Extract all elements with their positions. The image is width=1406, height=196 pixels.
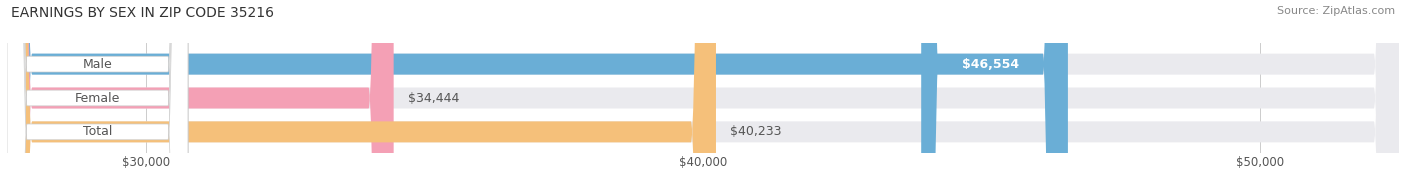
- Text: $46,554: $46,554: [962, 58, 1019, 71]
- Text: Male: Male: [83, 58, 112, 71]
- FancyBboxPatch shape: [7, 0, 188, 196]
- FancyBboxPatch shape: [7, 0, 1069, 196]
- FancyBboxPatch shape: [7, 0, 394, 196]
- FancyBboxPatch shape: [7, 0, 1399, 196]
- Text: Female: Female: [75, 92, 120, 104]
- Text: $40,233: $40,233: [730, 125, 782, 138]
- Text: $34,444: $34,444: [408, 92, 458, 104]
- FancyBboxPatch shape: [7, 0, 716, 196]
- FancyBboxPatch shape: [7, 0, 1399, 196]
- Text: EARNINGS BY SEX IN ZIP CODE 35216: EARNINGS BY SEX IN ZIP CODE 35216: [11, 6, 274, 20]
- FancyBboxPatch shape: [921, 0, 1060, 196]
- FancyBboxPatch shape: [7, 0, 188, 196]
- FancyBboxPatch shape: [7, 0, 1399, 196]
- Text: Source: ZipAtlas.com: Source: ZipAtlas.com: [1277, 6, 1395, 16]
- Text: Total: Total: [83, 125, 112, 138]
- FancyBboxPatch shape: [7, 0, 188, 196]
